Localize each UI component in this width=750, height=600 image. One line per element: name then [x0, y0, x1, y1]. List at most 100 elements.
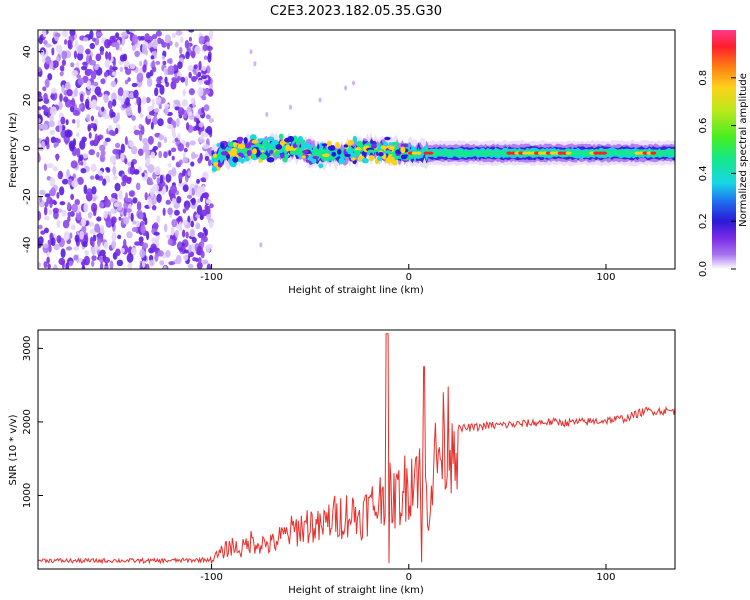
noise-blob: [181, 100, 188, 107]
noise-blob: [68, 260, 74, 267]
noise-blob: [131, 82, 138, 88]
noise-blob: [95, 32, 103, 37]
noise-blob: [128, 190, 135, 197]
noise-blob: [43, 92, 48, 101]
noise-blob: [67, 216, 71, 223]
noise-blob: [80, 217, 87, 227]
noise-blob: [176, 196, 182, 204]
noise-blob: [89, 140, 95, 146]
noise-blob: [123, 61, 130, 68]
snr-panel: -100 0 100 1000 2000 3000 Height of straight…: [8, 329, 676, 596]
snr-x-tick-label: 0: [406, 572, 412, 583]
noise-blob: [163, 223, 168, 233]
noise-blob: [50, 237, 56, 247]
noise-blob: [110, 80, 117, 88]
noise-blob: [125, 97, 130, 106]
noise-blob: [86, 80, 92, 90]
noise-blob: [126, 231, 133, 239]
noise-blob: [96, 238, 101, 247]
noise-blob: [180, 76, 186, 83]
noise-blob: [183, 249, 190, 254]
noise-blob: [73, 50, 78, 60]
sparse-dot: [253, 61, 257, 67]
noise-blob: [208, 220, 214, 229]
noise-blob: [46, 176, 52, 181]
signal-blob: [320, 149, 326, 155]
noise-blob: [79, 139, 86, 150]
noise-blob: [115, 142, 121, 149]
signal-blob: [335, 141, 340, 149]
noise-blob: [177, 61, 183, 69]
noise-blob: [139, 248, 146, 258]
noise-blob: [77, 176, 84, 185]
noise-blob: [202, 44, 208, 52]
noise-blob: [71, 98, 76, 108]
noise-blob: [125, 192, 129, 202]
noise-blob: [89, 122, 95, 129]
noise-blob: [91, 240, 95, 247]
signal-blob: [302, 150, 309, 154]
noise-blob: [106, 167, 111, 173]
noise-blob: [104, 39, 111, 49]
noise-blob: [94, 64, 99, 71]
noise-blob: [182, 89, 186, 97]
noise-blob: [103, 113, 110, 120]
noise-blob: [202, 88, 210, 95]
noise-blob: [195, 201, 199, 207]
noise-blob: [98, 175, 104, 181]
noise-blob: [178, 247, 183, 252]
noise-blob: [52, 166, 58, 172]
noise-blob: [135, 182, 141, 191]
noise-blob: [206, 263, 212, 269]
signal-blob: [367, 149, 375, 153]
noise-blob: [113, 175, 118, 180]
noise-blob: [146, 180, 154, 186]
spectrogram-heatmap: [38, 30, 675, 269]
noise-blob: [147, 114, 151, 120]
noise-blob: [99, 46, 105, 53]
noise-blob: [54, 32, 61, 38]
noise-blob: [120, 143, 126, 154]
noise-blob: [190, 220, 195, 228]
noise-blob: [155, 60, 161, 65]
signal-blob: [233, 141, 238, 148]
noise-blob: [127, 261, 133, 269]
noise-blob: [161, 41, 167, 48]
signal-blob: [327, 145, 336, 151]
chart-title: C2E3.2023.182.05.35.G30: [270, 4, 442, 19]
noise-blob: [166, 234, 171, 239]
noise-blob: [86, 113, 91, 122]
noise-blob: [202, 192, 210, 199]
noise-blob: [201, 106, 205, 114]
noise-blob: [79, 93, 84, 103]
noise-blob: [178, 159, 183, 165]
signal-blob: [344, 153, 351, 157]
noise-blob: [184, 39, 190, 49]
noise-blob: [152, 145, 159, 151]
sparse-dot: [265, 111, 269, 117]
noise-blob: [109, 260, 114, 269]
noise-blob: [83, 202, 89, 213]
noise-blob: [49, 177, 56, 187]
noise-blob: [191, 75, 197, 82]
noise-blob: [150, 243, 157, 252]
noise-blob: [151, 200, 156, 206]
noise-blob: [108, 129, 115, 136]
noise-blob: [162, 60, 167, 65]
noise-blob: [45, 56, 51, 65]
noise-blob: [103, 256, 111, 264]
noise-blob: [133, 169, 140, 175]
noise-blob: [77, 77, 84, 86]
noise-blob: [208, 118, 214, 123]
noise-blob: [81, 65, 88, 71]
noise-blob: [163, 136, 168, 144]
noise-blob: [207, 53, 212, 63]
noise-blob: [171, 219, 178, 228]
signal-blob: [400, 143, 409, 148]
signal-blob: [311, 158, 317, 164]
signal-blob: [266, 157, 275, 163]
noise-blob: [77, 44, 85, 54]
signal-blob: [361, 157, 369, 164]
noise-blob: [95, 53, 102, 62]
noise-blob: [113, 202, 119, 208]
